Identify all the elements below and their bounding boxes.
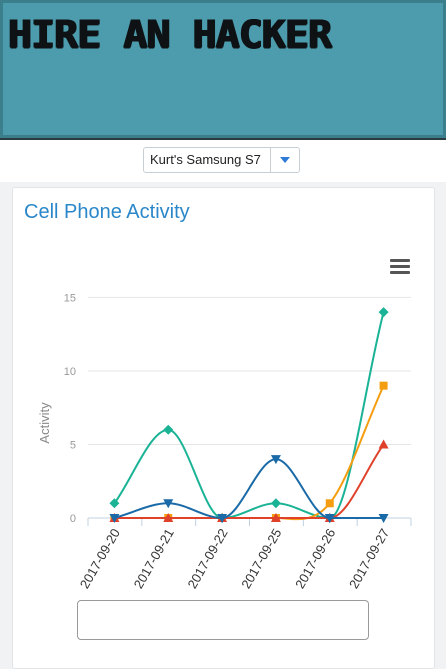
chevron-down-icon	[280, 157, 290, 163]
x-tick-label: 2017-09-22	[184, 526, 230, 591]
x-tick-label: 2017-09-21	[131, 526, 177, 591]
data-point	[163, 424, 174, 435]
data-point	[163, 499, 174, 509]
y-tick-label: 15	[64, 292, 76, 304]
data-point	[379, 381, 388, 390]
data-point	[378, 439, 389, 449]
x-tick-label: 2017-09-25	[238, 526, 284, 591]
device-bar: Kurt's Samsung S7	[0, 140, 446, 182]
device-select-value: Kurt's Samsung S7	[150, 152, 261, 167]
data-point	[109, 514, 120, 523]
site-header: HIRE AN HACKER	[0, 0, 446, 140]
data-point	[378, 514, 389, 523]
device-select[interactable]: Kurt's Samsung S7	[143, 147, 300, 173]
x-tick-label: 2017-09-20	[77, 526, 123, 591]
x-tick-label: 2017-09-27	[346, 526, 392, 591]
x-tick-label: 2017-09-26	[292, 526, 338, 591]
data-point	[324, 514, 335, 523]
data-point	[270, 513, 281, 522]
data-point	[325, 499, 334, 508]
device-select-toggle[interactable]	[270, 148, 299, 172]
y-tick-label: 10	[64, 366, 76, 378]
series-line	[114, 385, 385, 521]
card-title: Cell Phone Activity	[24, 201, 190, 223]
chart-legend	[77, 600, 369, 640]
data-point	[163, 513, 174, 522]
series-line	[113, 311, 385, 520]
data-point	[109, 498, 120, 509]
data-point	[270, 498, 281, 509]
activity-card: Cell Phone Activity 0 5 10 15 2017-09-20 2017…	[12, 187, 435, 669]
data-point	[217, 514, 228, 523]
brand-logo: HIRE AN HACKER	[8, 13, 332, 57]
hamburger-menu-icon[interactable]	[390, 259, 410, 274]
data-point	[378, 307, 389, 318]
y-tick-label: 5	[70, 439, 76, 451]
data-point	[270, 455, 281, 465]
y-tick-label: 0	[70, 513, 76, 525]
y-axis-title: Activity	[37, 402, 52, 444]
